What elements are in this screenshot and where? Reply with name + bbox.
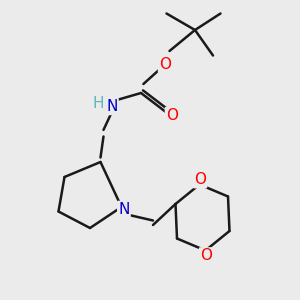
Text: H: H (92, 96, 104, 111)
Text: O: O (200, 248, 212, 263)
Text: O: O (194, 172, 206, 187)
Text: O: O (159, 57, 171, 72)
Text: N: N (118, 202, 130, 217)
Text: N: N (106, 99, 118, 114)
Text: O: O (166, 108, 178, 123)
